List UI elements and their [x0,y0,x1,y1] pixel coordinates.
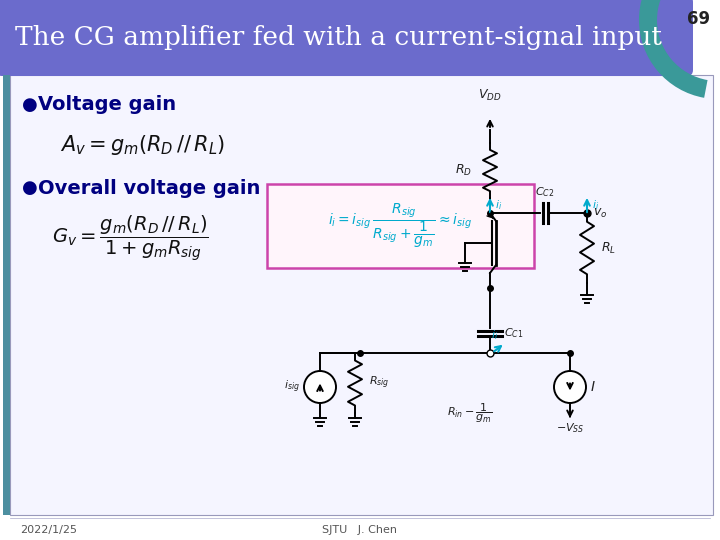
Text: $i_i$: $i_i$ [592,198,599,212]
Text: SJTU   J. Chen: SJTU J. Chen [323,525,397,535]
Text: $V_{DD}$: $V_{DD}$ [478,88,502,103]
Text: 69: 69 [687,10,710,28]
Circle shape [554,371,586,403]
Text: $I$: $I$ [590,380,595,394]
Text: $R_{sig}$: $R_{sig}$ [369,375,390,391]
Text: ●: ● [22,96,37,114]
Text: $i_{sig}$: $i_{sig}$ [284,379,300,395]
Text: 2022/1/25: 2022/1/25 [20,525,77,535]
Text: $R_D$: $R_D$ [455,163,472,178]
Text: $A_v = g_m(R_D\,//\,R_L)$: $A_v = g_m(R_D\,//\,R_L)$ [60,133,225,157]
Text: Overall voltage gain: Overall voltage gain [38,179,261,198]
Text: ●: ● [22,179,37,197]
Text: The CG amplifier fed with a current-signal input: The CG amplifier fed with a current-sign… [15,25,662,51]
FancyBboxPatch shape [0,0,693,76]
Text: $v_o$: $v_o$ [593,206,608,220]
Circle shape [304,371,336,403]
Bar [10,75,713,515]
Text: $-V_{SS}$: $-V_{SS}$ [556,421,584,435]
Text: $R_L$: $R_L$ [601,240,616,255]
Text: $i_i = i_{sig}\,\dfrac{R_{sig}}{R_{sig}+\dfrac{1}{g_m}} \approx i_{sig}$: $i_i = i_{sig}\,\dfrac{R_{sig}}{R_{sig}+… [328,202,472,250]
Text: $i_i$: $i_i$ [491,328,499,342]
Bar [3,75,10,515]
Text: $i_i$: $i_i$ [495,198,503,212]
Text: $G_v = \dfrac{g_m(R_D\,//\,R_L)}{1 + g_m R_{sig}}$: $G_v = \dfrac{g_m(R_D\,//\,R_L)}{1 + g_m… [52,213,209,263]
FancyBboxPatch shape [267,184,534,268]
Text: $R_{in} - \dfrac{1}{g_m}$: $R_{in} - \dfrac{1}{g_m}$ [447,401,493,425]
Text: $C_{C2}$: $C_{C2}$ [536,185,554,199]
Text: $C_{C1}$: $C_{C1}$ [504,326,523,340]
Text: Voltage gain: Voltage gain [38,96,176,114]
